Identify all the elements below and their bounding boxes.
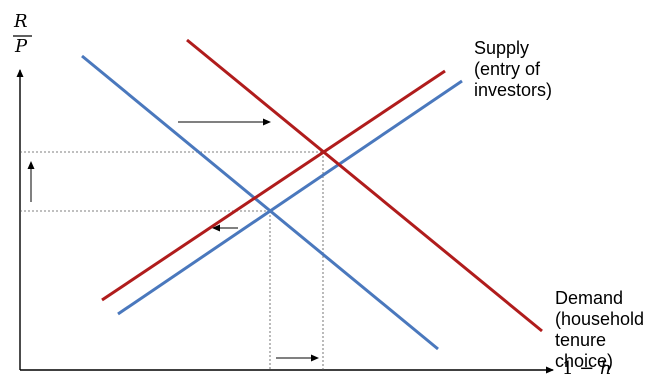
supply-curve-shifted (101, 69, 446, 302)
x-axis-label-prefix: 1 − (562, 358, 600, 379)
y-axis-label-denominator: P (15, 36, 28, 57)
supply-curve-original (117, 79, 463, 316)
demand-curve-label: Demand (household tenure choice) (555, 288, 645, 371)
x-axis-label: 1 − h (562, 359, 612, 379)
y-axis-label-numerator: R (14, 11, 28, 32)
x-axis-label-variable: h (599, 358, 612, 379)
demand-curve-original (81, 54, 439, 351)
supply-curve-label: Supply (entry of investors) (474, 38, 553, 100)
demand-curve-shifted (186, 38, 543, 333)
